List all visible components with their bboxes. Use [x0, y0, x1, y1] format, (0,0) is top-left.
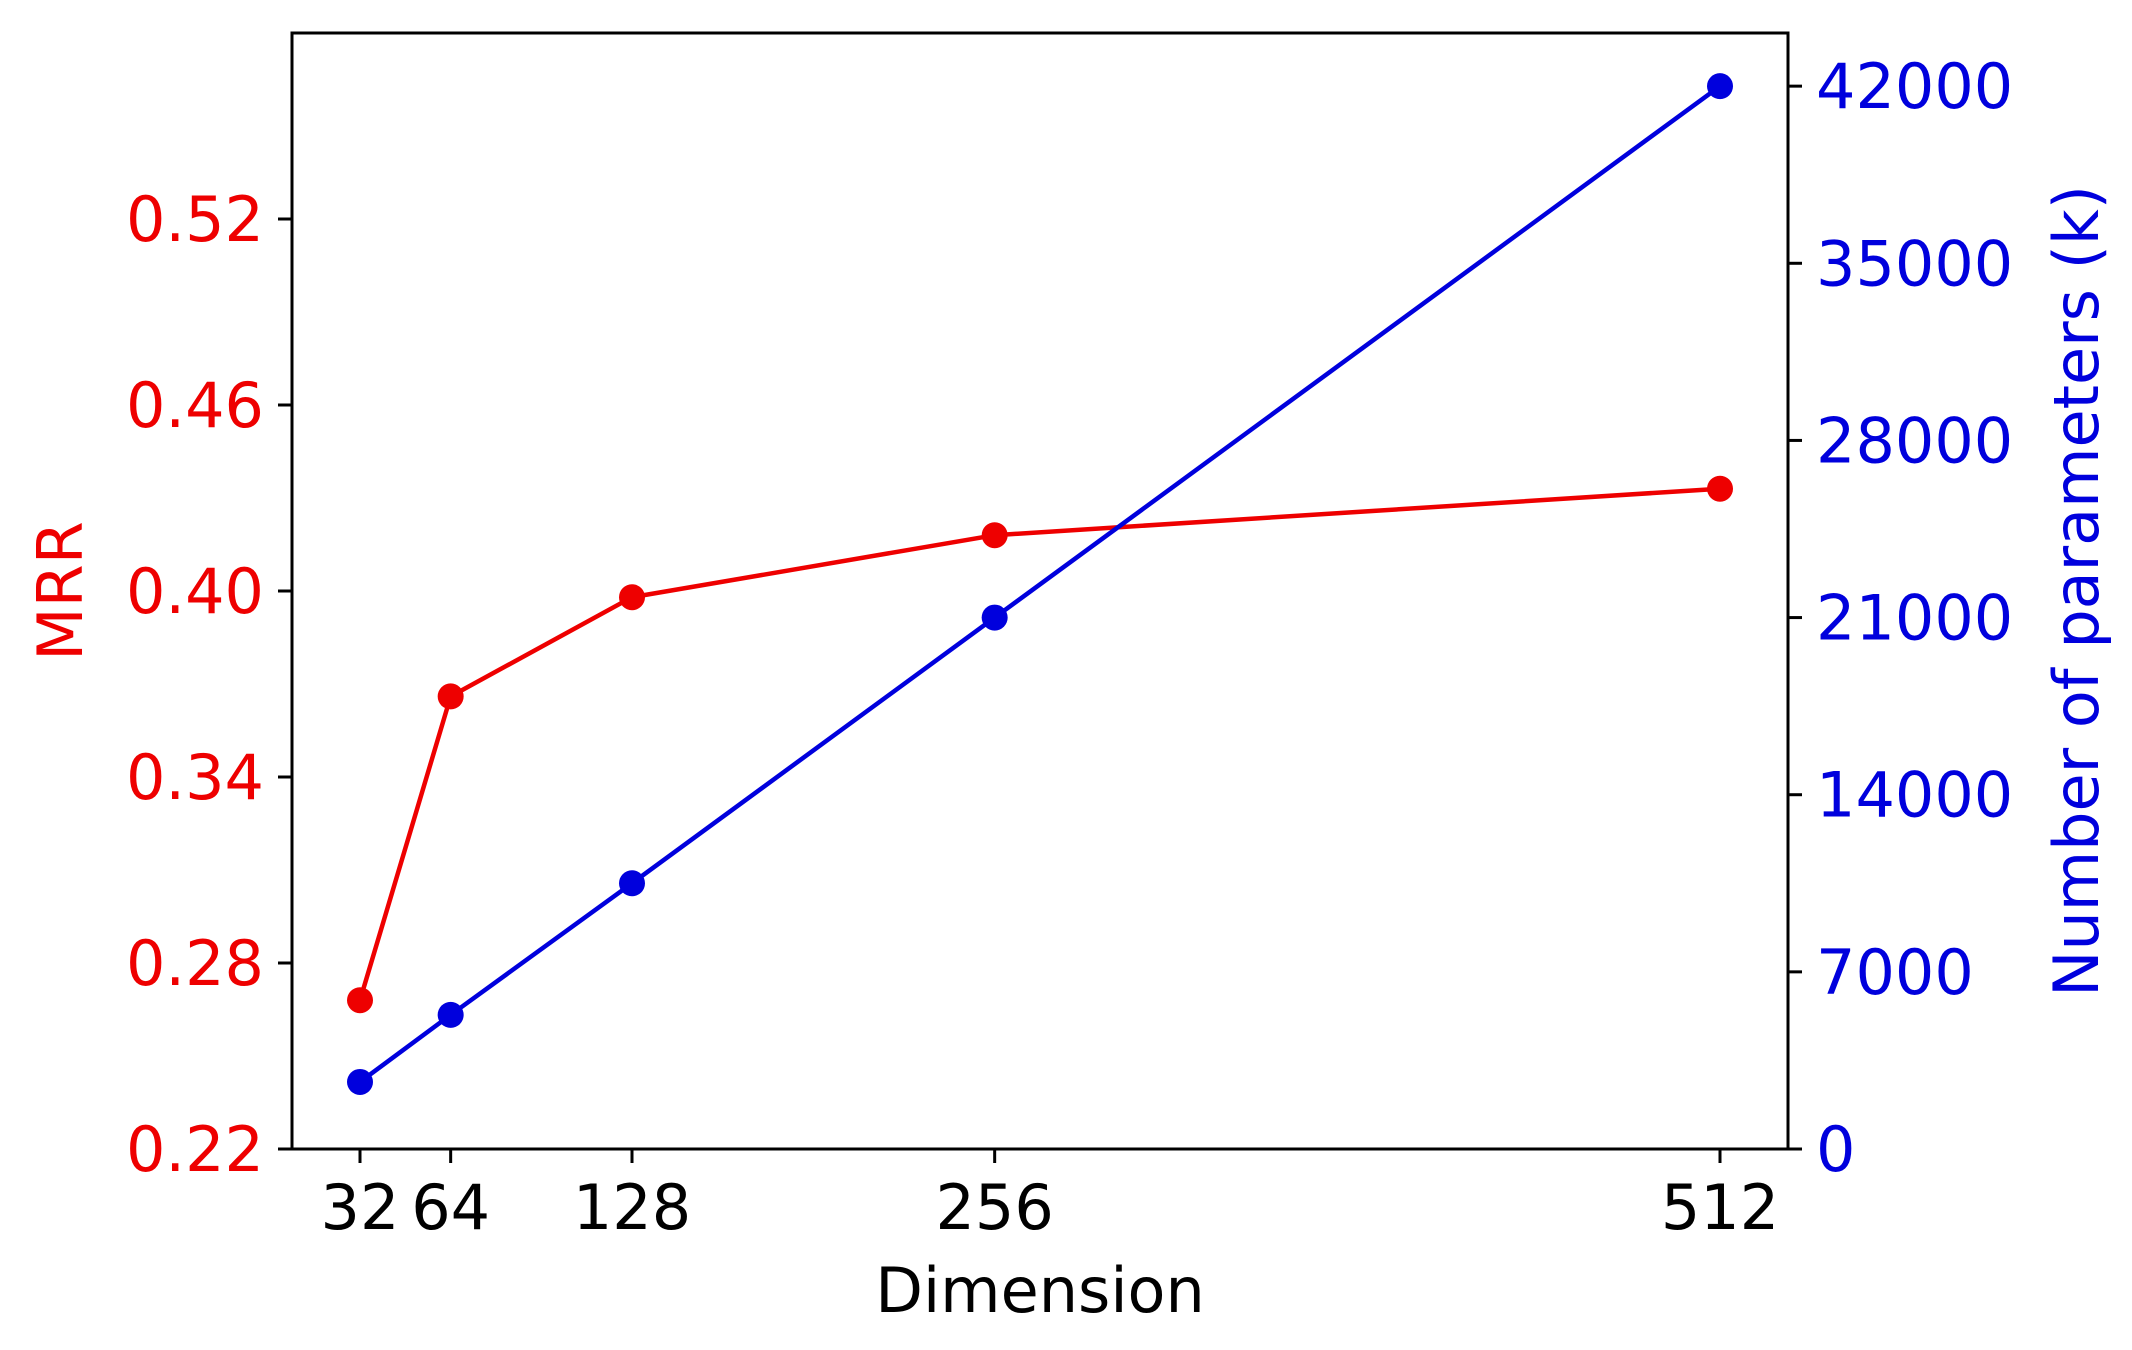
series-layer: [347, 73, 1733, 1095]
right-axis-series-point: [1707, 73, 1733, 100]
left-y-tick-label: 0.40: [126, 555, 264, 628]
left-y-tick-label: 0.28: [126, 927, 264, 1000]
right-y-tick-label: 14000: [1816, 759, 2013, 832]
right-y-tick-label: 28000: [1816, 404, 2013, 477]
right-axis-series-point: [619, 870, 645, 897]
left-y-axis: 0.22 0.28 0.34 0.40 0.46 0.52: [126, 183, 292, 1186]
right-y-axis-title: Number of parameters (k): [2040, 185, 2113, 997]
left-y-axis-title: MRR: [24, 521, 97, 661]
left-axis-series-point: [437, 683, 464, 710]
left-y-tick-label: 0.46: [126, 369, 264, 442]
right-y-axis: 0 7000 14000 21000 28000 35000 42000: [1788, 50, 2013, 1186]
x-axis: 32 64 128 256 512: [321, 1149, 1779, 1244]
x-tick-label: 32: [321, 1171, 400, 1244]
left-axis-series-point: [619, 584, 645, 611]
left-axis-series-point: [347, 987, 373, 1014]
x-axis-title: Dimension: [875, 1254, 1205, 1327]
right-y-tick-label: 0: [1816, 1113, 1855, 1186]
right-axis-series-point: [437, 1001, 464, 1028]
left-y-tick-label: 0.34: [126, 741, 264, 814]
left-axis-series-point: [1707, 475, 1733, 502]
right-axis-series-point: [981, 604, 1008, 631]
left-y-tick-label: 0.22: [126, 1113, 264, 1186]
left-y-tick-label: 0.52: [126, 183, 264, 256]
right-y-tick-label: 21000: [1816, 582, 2013, 655]
right-y-tick-label: 7000: [1816, 936, 1974, 1009]
right-y-tick-label: 42000: [1816, 50, 2013, 123]
right-axis-series-point: [347, 1068, 373, 1095]
left-axis-series-point: [981, 522, 1008, 549]
x-tick-label: 64: [411, 1171, 490, 1244]
right-y-tick-label: 35000: [1816, 227, 2013, 300]
x-tick-label: 512: [1661, 1171, 1779, 1244]
x-tick-label: 128: [573, 1171, 691, 1244]
x-tick-label: 256: [935, 1171, 1053, 1244]
